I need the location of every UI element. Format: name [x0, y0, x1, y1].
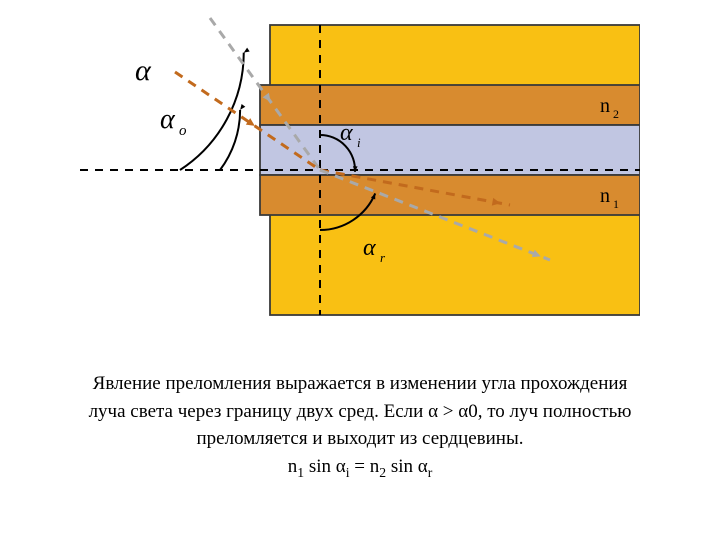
svg-text:α: α — [363, 235, 376, 261]
svg-text:2: 2 — [613, 107, 619, 121]
caption-line3: преломляется и выходит из сердцевины. — [197, 428, 524, 449]
svg-text:1: 1 — [613, 197, 619, 211]
formula: n1 sin αi = n2 sin αr — [288, 456, 433, 477]
svg-text:α: α — [135, 54, 152, 87]
svg-text:i: i — [357, 135, 361, 150]
svg-text:n: n — [600, 185, 610, 207]
svg-text:n: n — [600, 95, 610, 117]
caption-line2a: луча света через границу двух сред. Если… — [89, 401, 469, 422]
refraction-diagram: ααoαiαrn2n1 — [80, 10, 640, 340]
svg-text:α: α — [340, 120, 353, 146]
caption-line1: Явление преломления выражается в изменен… — [93, 373, 628, 394]
caption-line2b: 0, то луч полностью — [468, 401, 631, 422]
caption-block: Явление преломления выражается в изменен… — [0, 370, 720, 482]
svg-text:o: o — [179, 123, 187, 139]
svg-text:α: α — [160, 104, 176, 135]
